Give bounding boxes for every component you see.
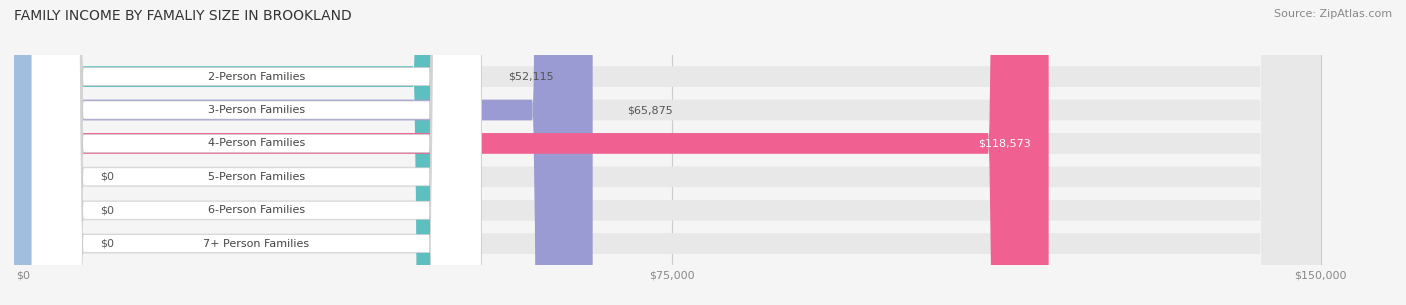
FancyBboxPatch shape — [6, 0, 83, 305]
FancyBboxPatch shape — [31, 0, 481, 305]
Text: 4-Person Families: 4-Person Families — [208, 138, 305, 149]
FancyBboxPatch shape — [22, 0, 593, 305]
Text: $0: $0 — [101, 172, 114, 182]
Text: $0: $0 — [101, 239, 114, 249]
FancyBboxPatch shape — [31, 0, 481, 305]
Text: 2-Person Families: 2-Person Families — [208, 72, 305, 82]
FancyBboxPatch shape — [22, 0, 1320, 305]
Text: $0: $0 — [101, 205, 114, 215]
FancyBboxPatch shape — [31, 0, 481, 305]
FancyBboxPatch shape — [31, 0, 481, 305]
FancyBboxPatch shape — [31, 0, 481, 305]
FancyBboxPatch shape — [22, 0, 1320, 305]
Text: 3-Person Families: 3-Person Families — [208, 105, 305, 115]
Text: Source: ZipAtlas.com: Source: ZipAtlas.com — [1274, 9, 1392, 19]
Text: 5-Person Families: 5-Person Families — [208, 172, 305, 182]
Text: $52,115: $52,115 — [508, 72, 554, 82]
Text: $118,573: $118,573 — [979, 138, 1032, 149]
FancyBboxPatch shape — [22, 0, 1320, 305]
FancyBboxPatch shape — [22, 0, 1049, 305]
FancyBboxPatch shape — [22, 0, 1320, 305]
FancyBboxPatch shape — [22, 0, 1320, 305]
FancyBboxPatch shape — [31, 0, 481, 305]
FancyBboxPatch shape — [22, 0, 1320, 305]
Text: 6-Person Families: 6-Person Families — [208, 205, 305, 215]
Text: FAMILY INCOME BY FAMALIY SIZE IN BROOKLAND: FAMILY INCOME BY FAMALIY SIZE IN BROOKLA… — [14, 9, 352, 23]
Text: $65,875: $65,875 — [627, 105, 673, 115]
Text: 7+ Person Families: 7+ Person Families — [204, 239, 309, 249]
FancyBboxPatch shape — [6, 0, 83, 305]
FancyBboxPatch shape — [6, 0, 83, 305]
FancyBboxPatch shape — [22, 0, 474, 305]
